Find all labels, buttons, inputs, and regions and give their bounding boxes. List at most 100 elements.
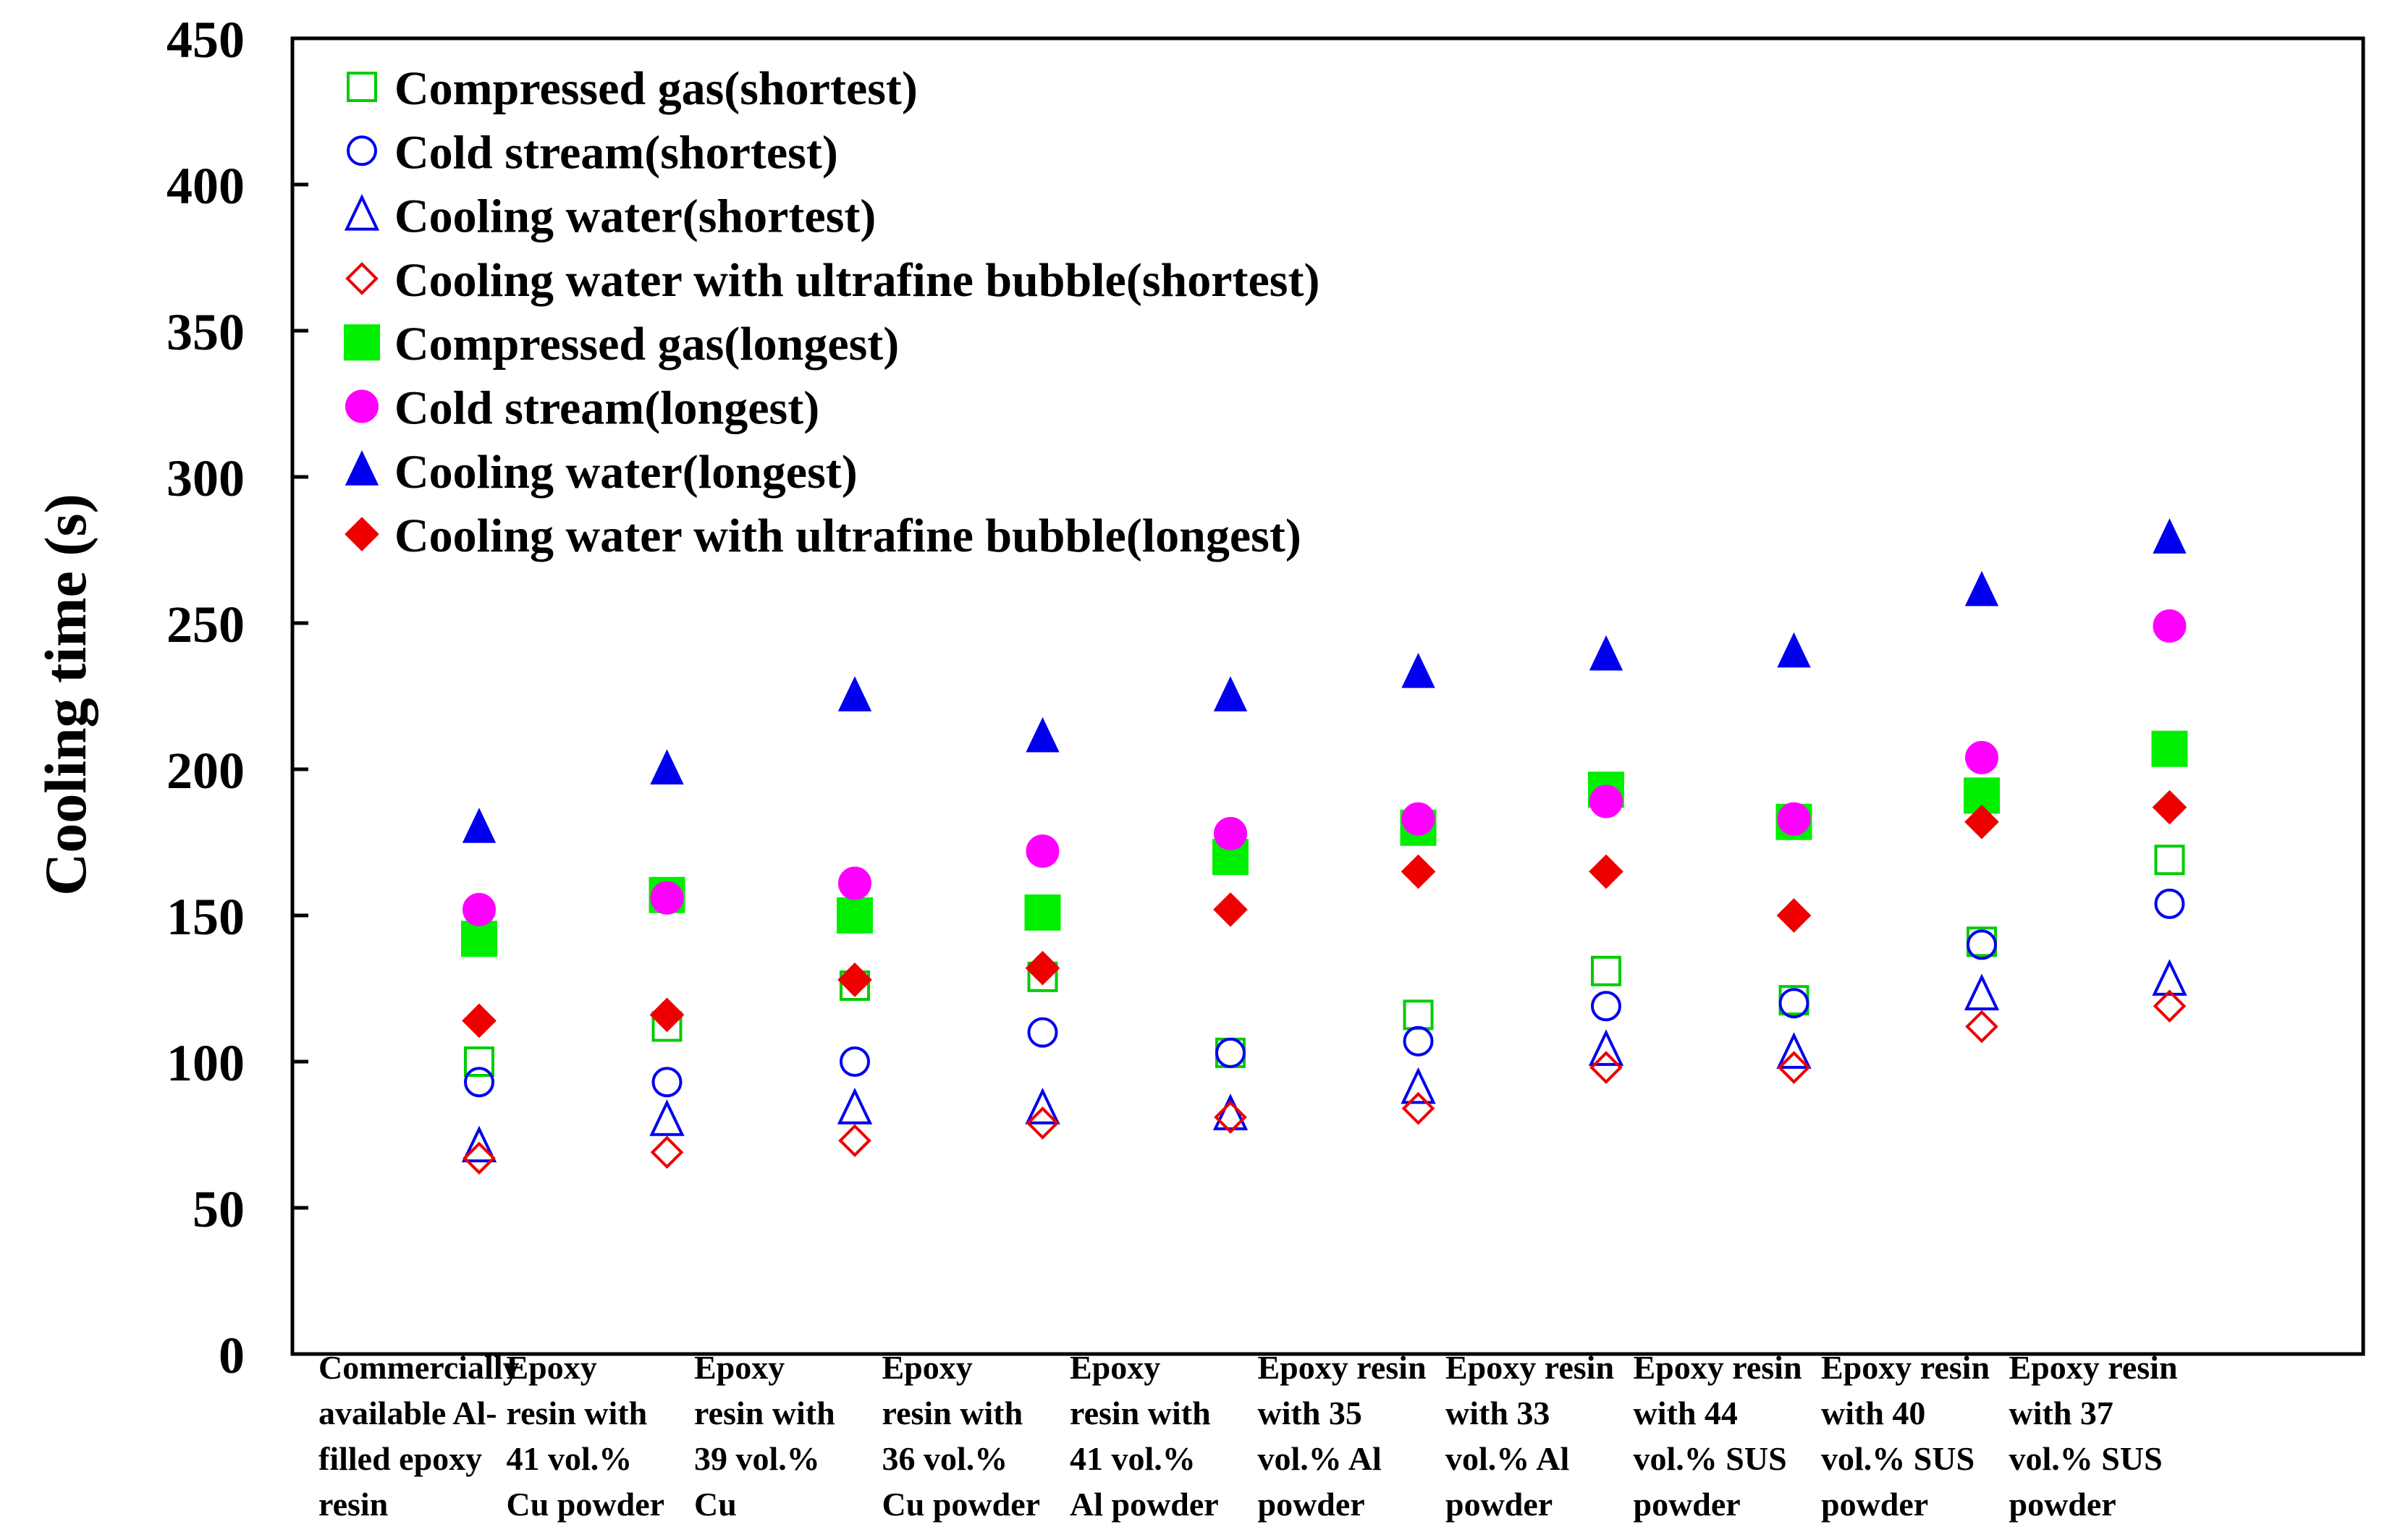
x-tick-label-line: powder xyxy=(2009,1486,2116,1523)
x-tick-label-line: resin with xyxy=(1070,1395,1211,1431)
data-point xyxy=(1215,1037,1246,1068)
data-point xyxy=(651,1067,683,1098)
data-point xyxy=(1964,570,1999,606)
series-layer xyxy=(461,518,2188,1175)
legend-marker xyxy=(347,72,377,102)
data-point xyxy=(1025,950,1060,986)
x-tick-label-line: Cu xyxy=(694,1486,737,1523)
legend-label: Cooling water(shortest) xyxy=(394,190,876,243)
legend-entry: Cooling water(longest) xyxy=(345,446,858,499)
series-2 xyxy=(461,959,2187,1163)
data-point xyxy=(837,676,872,711)
x-tick-label-line: Epoxy resin xyxy=(2009,1349,2178,1386)
data-point xyxy=(461,921,497,957)
data-point xyxy=(837,1087,873,1125)
legend-entry: Cold stream(longest) xyxy=(345,382,819,435)
x-tick-label: Epoxy resin with 36 vol.% Cu powder xyxy=(882,1349,1041,1523)
x-tick-label-line: 39 vol.% xyxy=(694,1440,820,1477)
legend-marker xyxy=(344,193,380,231)
legend-marker xyxy=(344,324,380,361)
data-point xyxy=(649,1099,685,1136)
series-3 xyxy=(463,989,2187,1175)
data-point xyxy=(463,1141,496,1175)
legend-marker xyxy=(347,135,377,166)
x-tick-label-line: with 33 xyxy=(1445,1395,1550,1431)
data-point xyxy=(1213,676,1248,711)
y-axis: 0 50 100 150 200 250 300 350 400 450 xyxy=(166,11,308,1384)
series-5 xyxy=(463,609,2187,926)
x-axis: Commercially available Al-filled epoxy res… xyxy=(318,1349,2178,1523)
data-point xyxy=(2154,845,2185,876)
data-point xyxy=(1027,1017,1058,1048)
data-point xyxy=(1964,804,1999,839)
x-tick-label-line: Epoxy resin xyxy=(1634,1349,1802,1386)
legend-label: Compressed gas(shortest) xyxy=(394,62,918,115)
x-tick-label-line: with 35 xyxy=(1258,1395,1362,1431)
x-tick-label-line: vol.% SUS xyxy=(1821,1440,1975,1477)
legend-entry: Compressed gas(shortest) xyxy=(347,62,918,115)
plot-frame xyxy=(290,36,2365,1356)
data-point xyxy=(649,997,685,1033)
data-point xyxy=(1214,1100,1247,1134)
x-tick-label: Epoxy resin with 35 vol.% Al powder xyxy=(1258,1349,1427,1523)
data-point xyxy=(2152,959,2187,996)
data-point xyxy=(1591,991,1621,1022)
legend-entry: Compressed gas(longest) xyxy=(344,318,899,371)
series-6 xyxy=(462,518,2187,843)
y-tick-label: 150 xyxy=(166,888,245,946)
data-point xyxy=(1401,653,1435,688)
data-point xyxy=(1401,1091,1435,1125)
legend-label: Cooling water with ultrafine bubble(long… xyxy=(394,509,1301,562)
y-tick-label: 0 xyxy=(219,1327,245,1384)
data-point xyxy=(840,1046,870,1077)
x-tick-label-line: Epoxy resin xyxy=(1258,1349,1427,1386)
data-point xyxy=(1024,894,1061,931)
data-point xyxy=(1967,929,1997,960)
data-point xyxy=(1776,898,1812,933)
x-tick-label-line: powder xyxy=(1445,1486,1553,1523)
series-1 xyxy=(464,888,2185,1098)
x-tick-label-line: vol.% Al xyxy=(1445,1440,1569,1477)
data-point xyxy=(838,866,871,900)
data-point xyxy=(1025,1087,1060,1125)
data-point xyxy=(838,1124,871,1157)
x-tick-label-line: powder xyxy=(1634,1486,1741,1523)
x-tick-label-line: Epoxy xyxy=(1070,1349,1160,1386)
data-point xyxy=(1777,802,1811,836)
data-point xyxy=(1026,716,1060,753)
data-point xyxy=(464,1067,494,1098)
legend: Compressed gas(shortest) Cold stream(shor… xyxy=(344,62,1319,562)
data-point xyxy=(650,881,684,915)
data-point xyxy=(1401,802,1435,836)
x-tick-label-line: Epoxy xyxy=(882,1349,973,1386)
data-point xyxy=(1591,955,1621,986)
legend-entry: Cooling water with ultrafine bubble(long… xyxy=(345,509,1301,562)
legend-marker xyxy=(345,517,379,551)
data-point xyxy=(1778,988,1809,1019)
x-tick-label-line: Epoxy xyxy=(507,1349,597,1386)
data-point xyxy=(1776,1032,1812,1069)
x-tick-label-line: vol.% Al xyxy=(1258,1440,1382,1477)
x-tick-label-line: 41 vol.% xyxy=(1070,1440,1196,1477)
x-tick-label: Epoxy resin with 44 vol.% SUS powder xyxy=(1634,1349,1802,1523)
data-point xyxy=(650,749,684,784)
legend-label: Cooling water(longest) xyxy=(394,446,858,499)
x-tick-label: Epoxy resin with 37 vol.% SUS powder xyxy=(2009,1349,2178,1523)
data-point xyxy=(1964,973,2000,1011)
x-tick-label-line: resin with xyxy=(694,1395,835,1431)
data-point xyxy=(2153,989,2187,1023)
x-tick-label-line: Epoxy resin xyxy=(1821,1349,1990,1386)
legend-label: Cold stream(shortest) xyxy=(394,126,838,179)
x-tick-label: Commercially available Al-filled epoxy res… xyxy=(318,1349,520,1523)
x-tick-label-line: Epoxy resin xyxy=(1445,1349,1614,1386)
data-point xyxy=(463,892,496,926)
y-tick-label: 400 xyxy=(166,157,245,215)
data-point xyxy=(2153,518,2187,554)
legend-marker xyxy=(345,262,379,295)
series-7 xyxy=(462,790,2187,1038)
data-point xyxy=(1213,892,1248,927)
x-tick-label-line: Cu powder xyxy=(507,1486,665,1523)
data-point xyxy=(1965,740,1998,774)
data-point xyxy=(1401,1067,1436,1104)
x-tick-label-line: powder xyxy=(1821,1486,1928,1523)
